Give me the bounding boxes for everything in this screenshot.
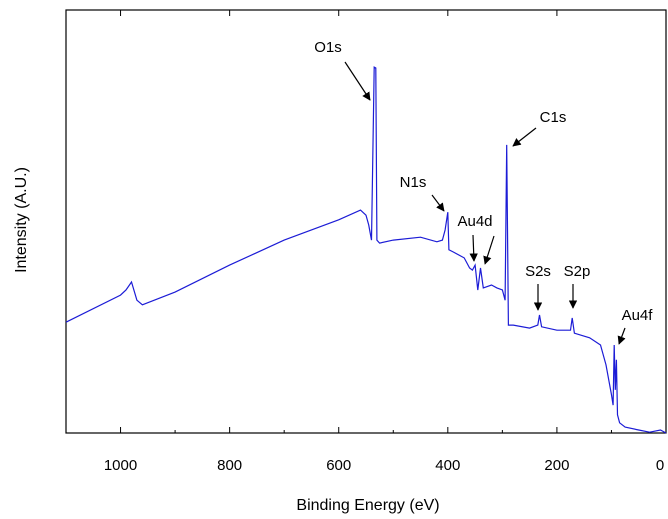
- x-axis-label: Binding Energy (eV): [296, 497, 439, 514]
- annotation: S2s: [525, 263, 551, 280]
- annotation-arrow: [469, 234, 478, 262]
- x-tick-label: 800: [217, 457, 242, 474]
- annotation: Au4f: [622, 307, 654, 324]
- y-axis-label: Intensity (A.U.): [13, 167, 30, 273]
- x-tick-label: 0: [656, 457, 664, 474]
- annotation: N1s: [400, 174, 427, 191]
- annotation-arrow: [512, 127, 537, 147]
- x-tick-label: 1000: [104, 457, 137, 474]
- x-tick-label: 600: [326, 457, 351, 474]
- annotation: S2p: [564, 263, 591, 280]
- x-tick-label: 400: [435, 457, 460, 474]
- spectrum-line: [65, 66, 667, 434]
- annotation-arrow: [431, 194, 445, 212]
- annotation: Au4d: [457, 213, 492, 230]
- annotation-arrow: [344, 61, 371, 101]
- x-tick-label: 200: [544, 457, 569, 474]
- annotation: C1s: [540, 109, 567, 126]
- annotation-arrow: [483, 235, 495, 265]
- annotation-arrow: [617, 327, 626, 345]
- plot-frame: [65, 9, 667, 434]
- annotation: O1s: [314, 39, 342, 56]
